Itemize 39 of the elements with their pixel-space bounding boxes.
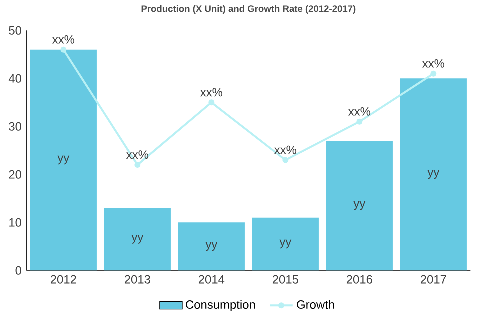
- point: [134, 162, 141, 168]
- legend-label: Growth: [297, 300, 334, 310]
- point: [356, 118, 363, 125]
- legend-label: Consumption: [186, 300, 256, 312]
- x-tick-label: 2016: [346, 275, 372, 284]
- data-label: xx%: [422, 59, 445, 68]
- y-tick-label: 10: [10, 218, 22, 227]
- x-tick-label: 2012: [50, 275, 76, 284]
- bar: [30, 50, 97, 271]
- x-tick-label: 2014: [198, 275, 225, 284]
- point: [208, 100, 215, 106]
- data-label: xx%: [200, 88, 223, 97]
- data-label: yy: [58, 156, 70, 165]
- data-label: yy: [428, 170, 440, 180]
- data-label: xx%: [126, 150, 149, 160]
- chart-title: Production (X Unit) and Growth Rate (2012-2017): [142, 5, 356, 14]
- point: [430, 70, 437, 77]
- data-label: yy: [280, 240, 292, 249]
- bar: [252, 218, 319, 271]
- data-label: xx%: [274, 146, 297, 154]
- data-label: yy: [132, 235, 144, 244]
- data-label: yy: [206, 242, 218, 252]
- point: [282, 157, 289, 164]
- x-tick-label: 2017: [420, 275, 446, 284]
- x-tick-label: 2015: [272, 275, 298, 284]
- point: [60, 46, 67, 53]
- data-label: xx%: [348, 107, 371, 116]
- data-label: xx%: [52, 35, 75, 44]
- bar: [400, 78, 467, 271]
- bar: [104, 208, 171, 271]
- y-tick-label: 30: [9, 122, 22, 131]
- y-tick-label: 0: [16, 266, 22, 275]
- bar: [326, 141, 393, 271]
- y-tick-label: 50: [9, 26, 22, 35]
- x-tick-label: 2013: [124, 275, 150, 284]
- bar: [178, 222, 245, 271]
- y-tick-label: 40: [8, 74, 22, 83]
- y-tick-label: 20: [9, 170, 22, 179]
- data-label: yy: [354, 201, 366, 210]
